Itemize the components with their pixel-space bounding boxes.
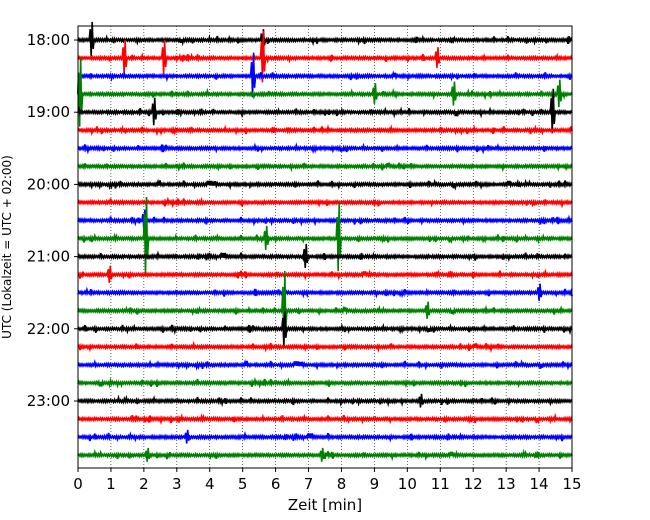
y-tick-label: 20:00: [27, 175, 70, 193]
trace-line: [77, 340, 573, 354]
y-tick-label: 19:00: [27, 103, 70, 121]
y-tick-label: 22:00: [27, 320, 70, 338]
trace-event-spike: [150, 97, 158, 126]
trace-line: [77, 87, 573, 101]
trace-line: [77, 322, 573, 336]
trace-line: [77, 394, 573, 408]
trace-line: [77, 178, 573, 191]
y-axis: 18:00 19:00 20:00 21:00 22:00 23:00: [27, 31, 78, 410]
trace-event-spike: [302, 243, 310, 269]
x-tick-label: 4: [205, 475, 215, 493]
x-axis-label: Zeit [min]: [288, 496, 362, 514]
trace-event-spike: [142, 197, 150, 276]
trace-event-spike: [259, 30, 267, 83]
trace-event-spike: [160, 39, 168, 75]
trace-line: [77, 286, 573, 299]
trace-line: [77, 232, 573, 245]
y-tick-label: 21:00: [27, 248, 70, 266]
trace-line: [77, 105, 573, 119]
trace-event-spike: [434, 47, 441, 68]
trace-line: [77, 250, 573, 263]
x-tick-label: 12: [464, 475, 483, 493]
trace-line: [77, 304, 573, 317]
x-tick-label: 6: [271, 475, 281, 493]
trace-line: [77, 214, 573, 227]
trace-line: [77, 358, 573, 371]
trace-event-spike: [450, 81, 458, 106]
x-tick-label: 8: [337, 475, 347, 493]
x-tick-label: 10: [398, 475, 417, 493]
trace-event-spike: [424, 301, 431, 319]
trace-line: [77, 268, 573, 281]
trace-event-spike: [262, 225, 270, 250]
trace-event-spike: [318, 447, 326, 462]
trace-event-spike: [249, 52, 257, 98]
trace-event-spike: [183, 429, 191, 444]
trace-event-spike: [417, 393, 425, 408]
x-tick-label: 3: [172, 475, 182, 493]
trace-line: [77, 412, 573, 426]
trace-event-spike: [144, 447, 151, 462]
trace-line: [77, 142, 573, 155]
y-tick-label: 18:00: [27, 31, 70, 49]
trace-group: [76, 21, 573, 462]
trace-event-spike: [371, 83, 379, 104]
x-tick-label: 9: [370, 475, 380, 493]
x-tick-label: 14: [530, 475, 549, 493]
x-axis: 0 1 2 3 4 5 6 7 8 9 10 11 12 13 14 15: [73, 468, 582, 493]
trace-line: [77, 430, 573, 443]
trace-event-spike: [556, 79, 563, 108]
trace-event-spike: [335, 202, 342, 272]
x-tick-label: 0: [73, 475, 83, 493]
x-tick-label: 13: [497, 475, 516, 493]
trace-event-spike: [106, 265, 114, 283]
plot-frame: [77, 25, 573, 469]
trace-line: [77, 162, 573, 173]
trace-line: [77, 124, 573, 137]
trace-line: [77, 196, 573, 209]
y-axis-label: UTC (Lokalzeit = UTC + 02:00): [0, 155, 14, 339]
x-tick-label: 7: [304, 475, 314, 493]
trace-line: [77, 448, 573, 462]
x-tick-label: 2: [139, 475, 149, 493]
x-tick-label: 1: [106, 475, 116, 493]
trace-event-spike: [536, 283, 543, 301]
x-tick-label: 5: [238, 475, 248, 493]
trace-event-spike: [121, 39, 128, 75]
trace-event-spike: [88, 21, 95, 57]
trace-line: [77, 70, 573, 83]
trace-line: [77, 34, 573, 47]
trace-line: [77, 376, 573, 389]
x-tick-label: 15: [562, 475, 581, 493]
trace-event-spike: [281, 310, 288, 346]
trace-line: [77, 52, 573, 65]
trace-event-spike: [549, 88, 557, 134]
x-tick-label: 11: [431, 475, 450, 493]
y-tick-label: 23:00: [27, 392, 70, 410]
